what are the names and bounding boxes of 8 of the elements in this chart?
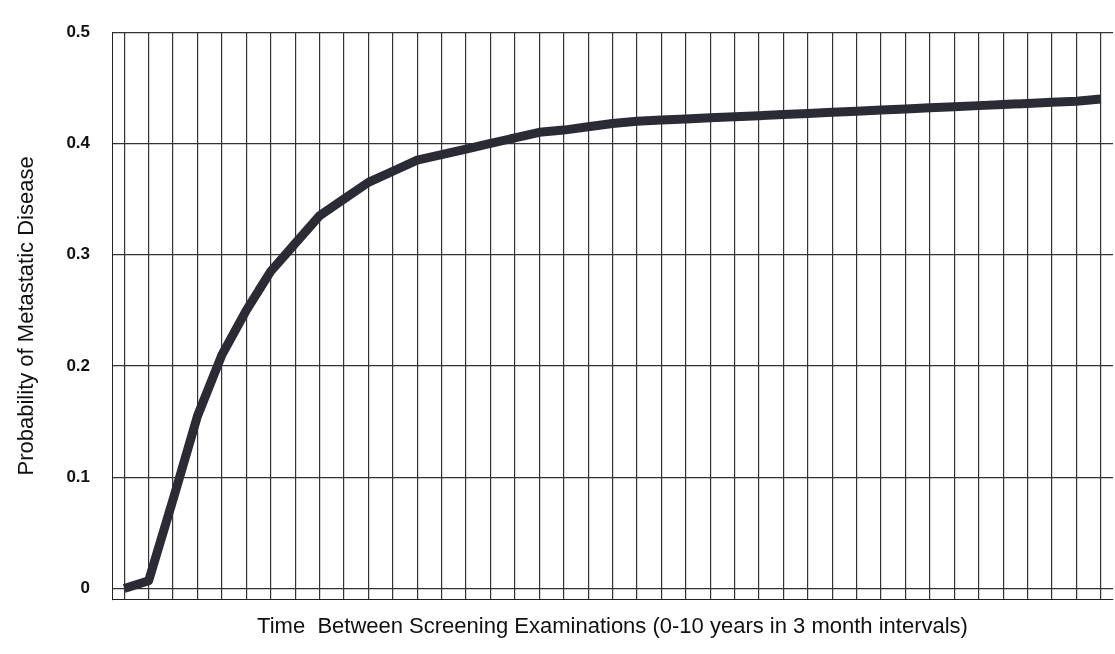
y-tick-label: 0.2 (66, 355, 91, 375)
x-axis-title: Time Between Screening Examinations (0-10 years in 3 month intervals) (257, 612, 968, 638)
y-axis-title: Probability of Metastatic Disease (13, 156, 39, 476)
y-tick-label: 0.5 (66, 21, 91, 41)
y-tick-label: 0 (80, 578, 91, 598)
y-tick-label: 0.1 (66, 466, 91, 486)
y-tick-label: 0.4 (66, 133, 91, 153)
y-tick-label: 0.3 (66, 244, 91, 264)
